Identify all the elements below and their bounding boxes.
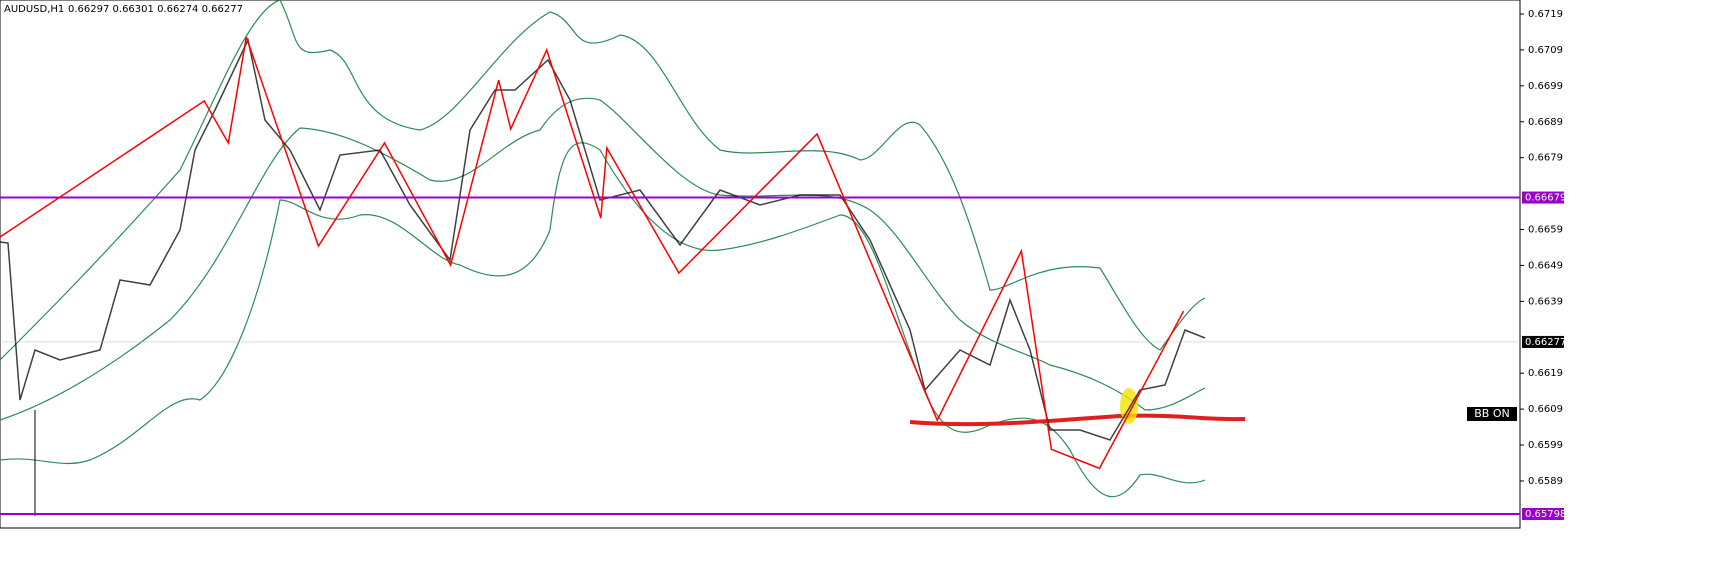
y-tick-label: 0.6649 bbox=[1528, 260, 1563, 271]
price-tag-label: 0.66679 bbox=[1525, 193, 1566, 204]
price-tag bbox=[1522, 191, 1564, 204]
price-tag bbox=[1522, 335, 1564, 348]
plot-area bbox=[0, 0, 1521, 529]
y-tick-label: 0.6639 bbox=[1528, 296, 1563, 307]
price-tag-label: 0.65798 bbox=[1525, 509, 1566, 520]
y-tick-label: 0.6699 bbox=[1528, 81, 1563, 92]
y-tick-label: 0.6689 bbox=[1528, 117, 1563, 128]
symbol: AUDUSD,H1 bbox=[4, 4, 64, 15]
price-tag-label: 0.66277 bbox=[1525, 337, 1566, 348]
y-tick-label: 0.6719 bbox=[1528, 9, 1563, 20]
support-stroke bbox=[909, 413, 1246, 427]
y-tick-label: 0.6619 bbox=[1528, 368, 1563, 379]
y-tick-label: 0.6679 bbox=[1528, 153, 1563, 164]
quote: 0.66297 0.66301 0.66274 0.66277 bbox=[68, 4, 243, 15]
bollinger-bands bbox=[0, 0, 1206, 498]
y-tick-label: 0.6659 bbox=[1528, 225, 1563, 236]
y-tick-label: 0.6599 bbox=[1528, 440, 1563, 451]
y-tick-label: 0.6589 bbox=[1528, 476, 1563, 487]
annotation: BB ON bbox=[1474, 407, 1509, 420]
zigzag-line bbox=[0, 36, 1185, 470]
y-tick-label: 0.6609 bbox=[1528, 404, 1563, 415]
y-tick-label: 0.6709 bbox=[1528, 45, 1563, 56]
price-tag bbox=[1522, 508, 1564, 520]
price-path bbox=[0, 37, 1206, 441]
annotation-box bbox=[1467, 407, 1517, 421]
